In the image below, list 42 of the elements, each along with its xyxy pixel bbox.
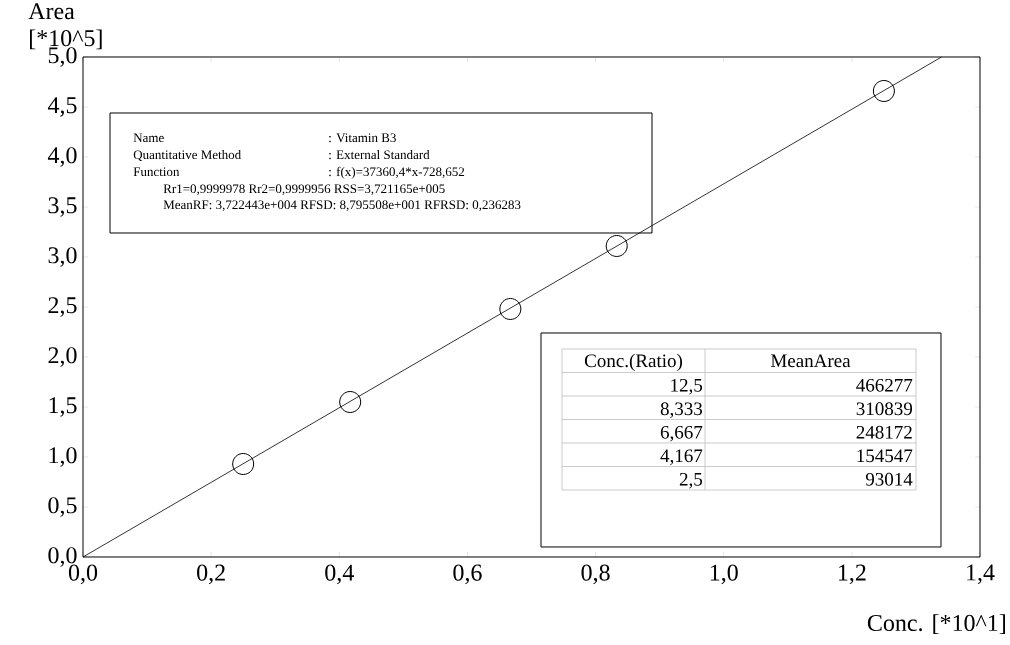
- annotation: 4,167: [660, 449, 703, 465]
- annotation: 2,5: [679, 472, 703, 489]
- x-tick-label: 0,6: [453, 564, 482, 585]
- annotation: : External Standard: [329, 149, 430, 160]
- annotation: 310839: [856, 402, 913, 416]
- y-tick-label: 2,0: [48, 347, 77, 367]
- x-tick-label: 1,0: [710, 564, 738, 585]
- annotation: 93014: [865, 472, 913, 486]
- annotation: 12,5: [671, 378, 703, 395]
- y-tick-label: 0,5: [48, 497, 77, 517]
- x-axis-title: Conc. [*10^1]: [867, 614, 1006, 635]
- annotation: 466277: [856, 378, 913, 392]
- y-tick-label: 3,0: [48, 247, 77, 267]
- x-tick-label: 0,4: [325, 564, 354, 585]
- point: [232, 452, 255, 475]
- annotation: Name: [133, 133, 164, 143]
- y-tick-label: 3,5: [48, 197, 77, 217]
- annotation: Function: [133, 167, 180, 177]
- point: [872, 79, 895, 102]
- annotation: 6,667: [660, 425, 703, 442]
- y-tick-label: 4,5: [47, 97, 77, 117]
- annotation: : f(x)=37360,4*x-728,652: [329, 166, 465, 179]
- annotation: : Vitamin B3: [329, 133, 396, 143]
- annotation: Quantitative Method: [133, 149, 242, 162]
- y-tick-label: 1,0: [49, 447, 77, 467]
- x-tick-label: 0,8: [581, 564, 610, 585]
- annotation: Conc.(Ratio): [584, 353, 683, 372]
- annotation: MeanRF: 3,722443e+004 RFSD: 8,795508e+001 RFRSD: 0,236283: [163, 200, 521, 211]
- annotation: Rr1=0,9999978 Rr2=0,9999956 RSS=3,721165e+005: [163, 184, 445, 195]
- x-tick-label: 0,2: [197, 564, 225, 585]
- annotation: MeanArea: [770, 354, 851, 368]
- point: [499, 297, 522, 320]
- annotation: 248172: [856, 425, 912, 439]
- x-tick-label: 1,4: [967, 564, 995, 585]
- x-tick-label: 1,2: [838, 564, 866, 585]
- point: [339, 390, 362, 413]
- annotation: 154547: [857, 449, 913, 463]
- point: [605, 234, 628, 257]
- y-tick-label: 2,5: [48, 297, 77, 317]
- y-tick-label: 1,5: [49, 397, 77, 417]
- annotation: 8,333: [660, 402, 703, 418]
- y-tick-label: 4,0: [47, 147, 77, 167]
